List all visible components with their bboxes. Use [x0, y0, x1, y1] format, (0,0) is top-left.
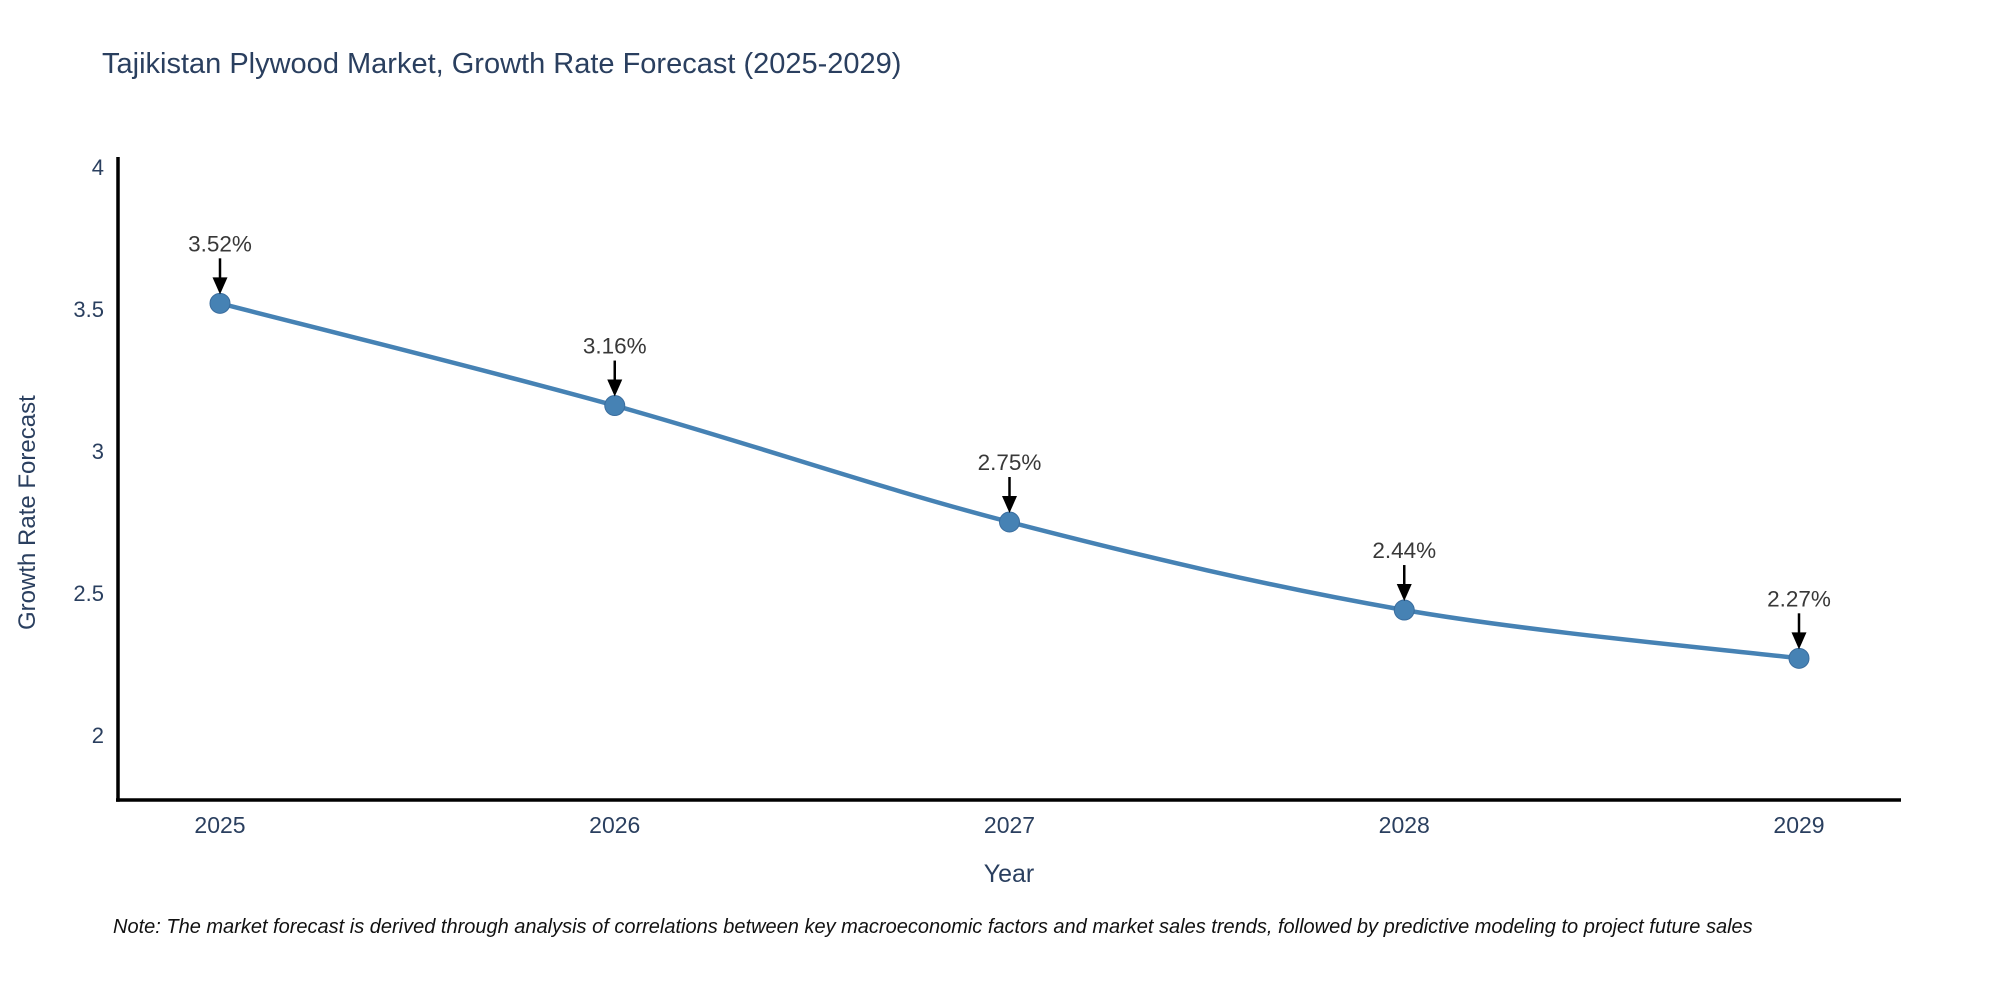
x-tick-label: 2026: [589, 812, 640, 838]
x-axis-title: Year: [983, 860, 1035, 888]
annotation-arrowhead: [1002, 496, 1017, 513]
data-point-marker: [999, 511, 1020, 533]
y-tick-label: 2.5: [73, 581, 104, 606]
x-tick-label: 2028: [1379, 812, 1430, 838]
footnote: Note: The market forecast is derived thr…: [113, 916, 1753, 938]
x-tick-label: 2027: [984, 812, 1035, 838]
y-tick-label: 3.5: [73, 297, 104, 322]
annotation-arrowhead: [212, 277, 228, 295]
annotation-label: 2.75%: [978, 450, 1042, 475]
annotation-label: 3.16%: [583, 334, 647, 359]
annotation-label: 2.44%: [1372, 538, 1436, 563]
x-tick-label: 2025: [194, 812, 245, 838]
annotation-arrowhead: [1791, 632, 1807, 650]
y-tick-label: 4: [92, 155, 104, 180]
annotation-arrowhead: [1396, 584, 1412, 602]
y-tick-label: 3: [92, 439, 104, 464]
annotation-label: 2.27%: [1767, 586, 1831, 611]
data-point-marker: [1393, 599, 1415, 621]
chart-title: Tajikistan Plywood Market, Growth Rate F…: [102, 48, 902, 80]
annotation-label: 3.52%: [188, 231, 252, 256]
y-tick-label: 2: [92, 723, 104, 748]
x-tick-label: 2029: [1773, 812, 1824, 838]
data-point-marker: [604, 395, 626, 417]
data-point-marker: [209, 292, 231, 314]
data-point-marker: [1788, 647, 1810, 669]
annotation-arrowhead: [607, 379, 623, 397]
